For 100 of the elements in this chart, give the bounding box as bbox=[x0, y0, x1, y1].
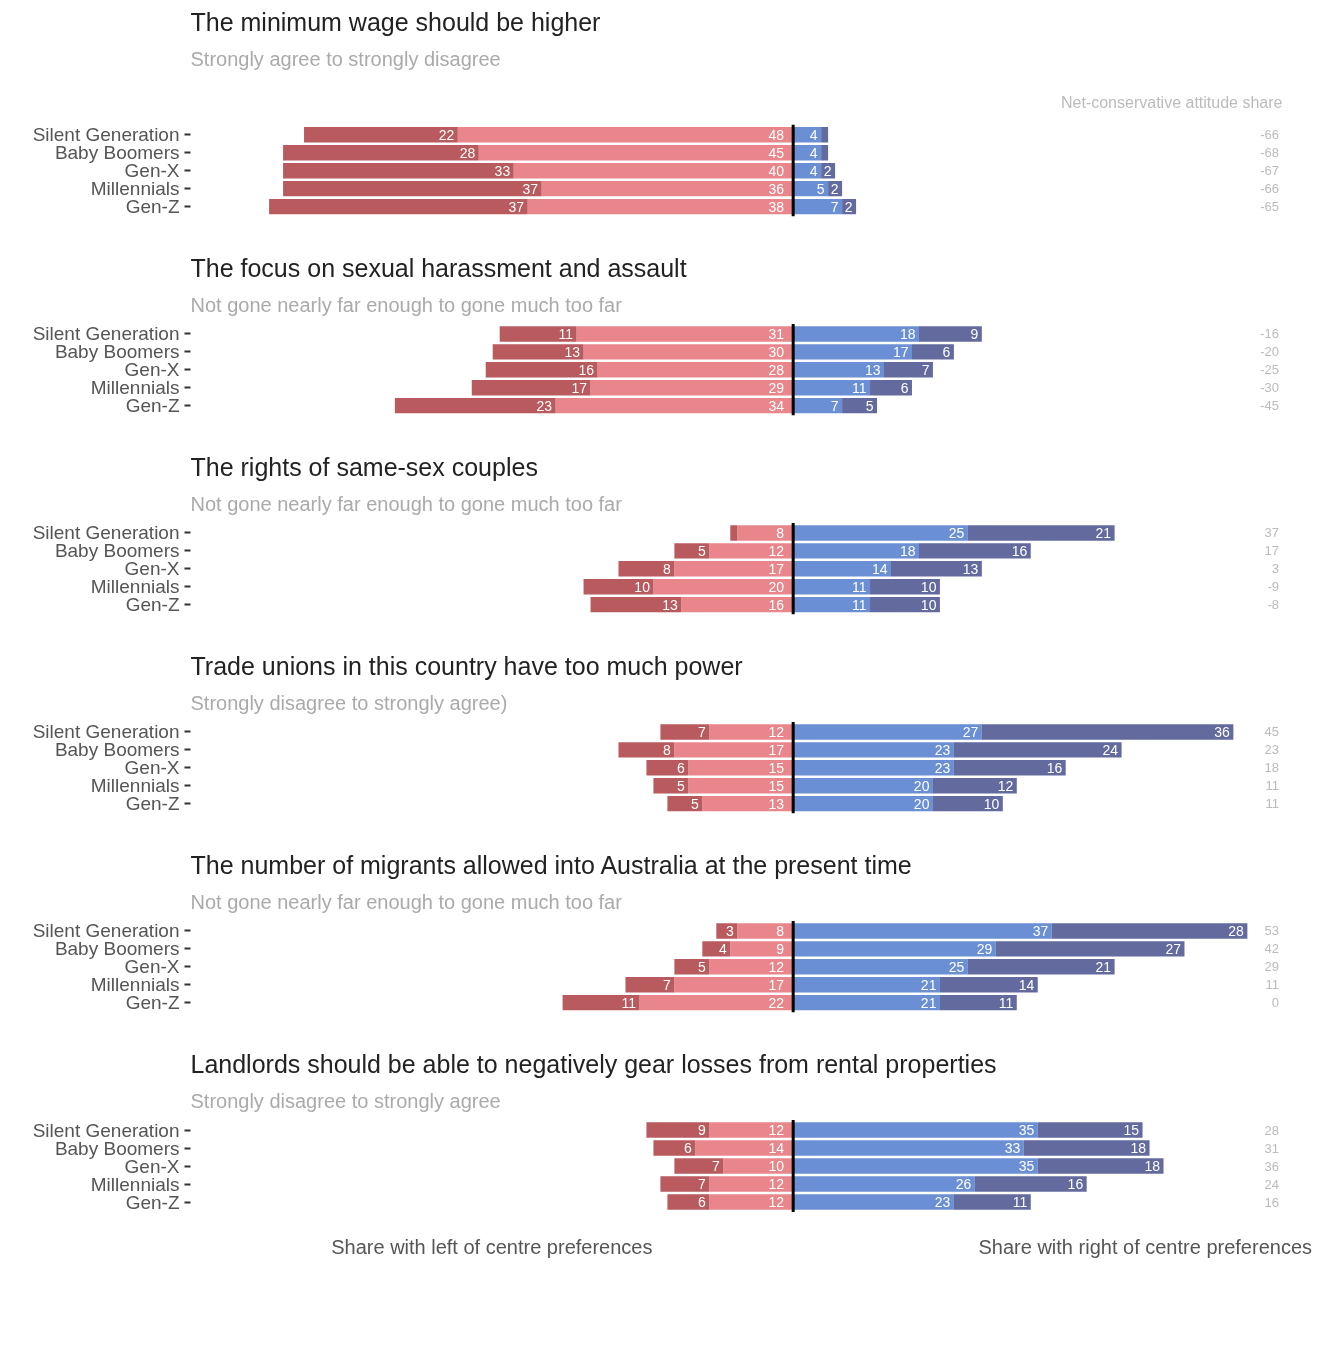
data-label: 8 bbox=[663, 741, 672, 758]
text: 29 bbox=[1264, 959, 1279, 975]
data-label: 30 bbox=[768, 343, 785, 360]
bar bbox=[918, 543, 1031, 559]
data-label: 12 bbox=[997, 777, 1014, 794]
bar bbox=[471, 380, 591, 396]
bar bbox=[911, 344, 954, 360]
data-label: 24 bbox=[1102, 741, 1119, 758]
text: Net-conservative attitude share bbox=[1060, 93, 1283, 111]
text: -68 bbox=[1260, 145, 1279, 161]
text: 18 bbox=[1264, 760, 1279, 776]
bar bbox=[646, 760, 689, 776]
data-label: 20 bbox=[768, 578, 785, 595]
bar bbox=[394, 397, 556, 414]
chart-title: The focus on sexual harassment and assault bbox=[190, 253, 687, 282]
bar bbox=[674, 543, 710, 559]
data-label: 13 bbox=[768, 795, 785, 812]
data-label: 4 bbox=[809, 162, 818, 179]
text: 0 bbox=[1271, 995, 1279, 1011]
data-label: 7 bbox=[830, 397, 839, 414]
data-label: 13 bbox=[864, 361, 881, 378]
data-label: 5 bbox=[865, 397, 874, 414]
bar bbox=[737, 923, 794, 939]
data-label: 6 bbox=[677, 759, 686, 776]
bar bbox=[932, 778, 1017, 794]
data-label: 37 bbox=[522, 180, 539, 197]
bar bbox=[730, 941, 794, 957]
bar bbox=[981, 724, 1234, 740]
chart-subtitle: Strongly agree to strongly disagree bbox=[190, 47, 501, 70]
data-label: 7 bbox=[698, 723, 707, 740]
data-label: 11 bbox=[998, 994, 1014, 1011]
data-label: 18 bbox=[899, 325, 916, 342]
chart-title: The number of migrants allowed into Australia at the present time bbox=[190, 850, 912, 879]
text: -20 bbox=[1260, 344, 1279, 360]
data-label: 5 bbox=[677, 777, 686, 794]
bar bbox=[283, 180, 542, 197]
text: 11 bbox=[1265, 778, 1279, 794]
text: -30 bbox=[1260, 380, 1279, 396]
data-label: 16 bbox=[1067, 1176, 1084, 1192]
data-label: 18 bbox=[899, 542, 916, 559]
data-label: 45 bbox=[768, 144, 785, 161]
text: -66 bbox=[1260, 127, 1279, 143]
text: -8 bbox=[1267, 597, 1279, 613]
text: -25 bbox=[1260, 362, 1279, 378]
data-label: 14 bbox=[768, 1140, 785, 1156]
bar bbox=[499, 326, 577, 342]
data-label: 5 bbox=[691, 795, 700, 812]
text: The rights of same-sex couples bbox=[190, 452, 538, 481]
data-label: 31 bbox=[768, 325, 785, 342]
bar bbox=[918, 326, 982, 342]
bar bbox=[625, 977, 675, 993]
text: 31 bbox=[1264, 1140, 1279, 1156]
data-label: 9 bbox=[776, 940, 785, 957]
data-label: 6 bbox=[698, 1194, 707, 1210]
data-label: 28 bbox=[459, 144, 476, 161]
data-label: 2 bbox=[844, 198, 853, 215]
chart-title: Trade unions in this country have too much power bbox=[190, 651, 743, 680]
bar bbox=[891, 561, 982, 577]
data-label: 16 bbox=[768, 596, 785, 613]
data-label: 38 bbox=[768, 198, 785, 215]
data-label: 25 bbox=[948, 958, 965, 975]
data-label: 23 bbox=[934, 1194, 951, 1210]
data-label: 11 bbox=[1012, 1194, 1028, 1210]
data-label: 6 bbox=[684, 1140, 693, 1156]
data-label: 17 bbox=[768, 741, 785, 758]
data-label: 23 bbox=[934, 759, 951, 776]
bar bbox=[870, 579, 940, 595]
data-label: 18 bbox=[1130, 1140, 1147, 1156]
bar bbox=[932, 795, 1003, 812]
data-label: 10 bbox=[768, 1158, 785, 1174]
bar bbox=[562, 994, 640, 1011]
bar bbox=[646, 1122, 710, 1138]
data-label: 21 bbox=[1095, 524, 1112, 541]
bar bbox=[674, 1158, 724, 1174]
data-label: 12 bbox=[768, 542, 785, 559]
text: 3 bbox=[1271, 561, 1279, 577]
text: Share with left of centre preferences bbox=[331, 1236, 653, 1258]
data-label: 7 bbox=[663, 976, 672, 993]
text: Share with right of centre preferences bbox=[978, 1236, 1313, 1258]
data-label: 26 bbox=[955, 1176, 972, 1192]
bar bbox=[1037, 1158, 1164, 1174]
data-label: 4 bbox=[809, 144, 818, 161]
data-label: 33 bbox=[1004, 1140, 1021, 1156]
data-label: 35 bbox=[1018, 1158, 1035, 1174]
data-label: 12 bbox=[768, 1122, 785, 1138]
data-label: 11 bbox=[621, 994, 637, 1011]
data-label: 36 bbox=[1214, 723, 1231, 740]
text: 24 bbox=[1264, 1176, 1279, 1192]
bar bbox=[1023, 1140, 1150, 1156]
bar bbox=[283, 144, 479, 161]
data-label: 12 bbox=[768, 958, 785, 975]
bar bbox=[618, 742, 675, 758]
bar bbox=[821, 144, 829, 161]
data-label: 48 bbox=[768, 126, 785, 143]
data-label: 12 bbox=[768, 723, 785, 740]
text: Strongly disagree to strongly agree bbox=[190, 1089, 501, 1112]
text: -65 bbox=[1260, 199, 1279, 215]
text: -9 bbox=[1267, 579, 1279, 595]
data-label: 15 bbox=[1123, 1122, 1140, 1138]
bar bbox=[1051, 923, 1248, 939]
